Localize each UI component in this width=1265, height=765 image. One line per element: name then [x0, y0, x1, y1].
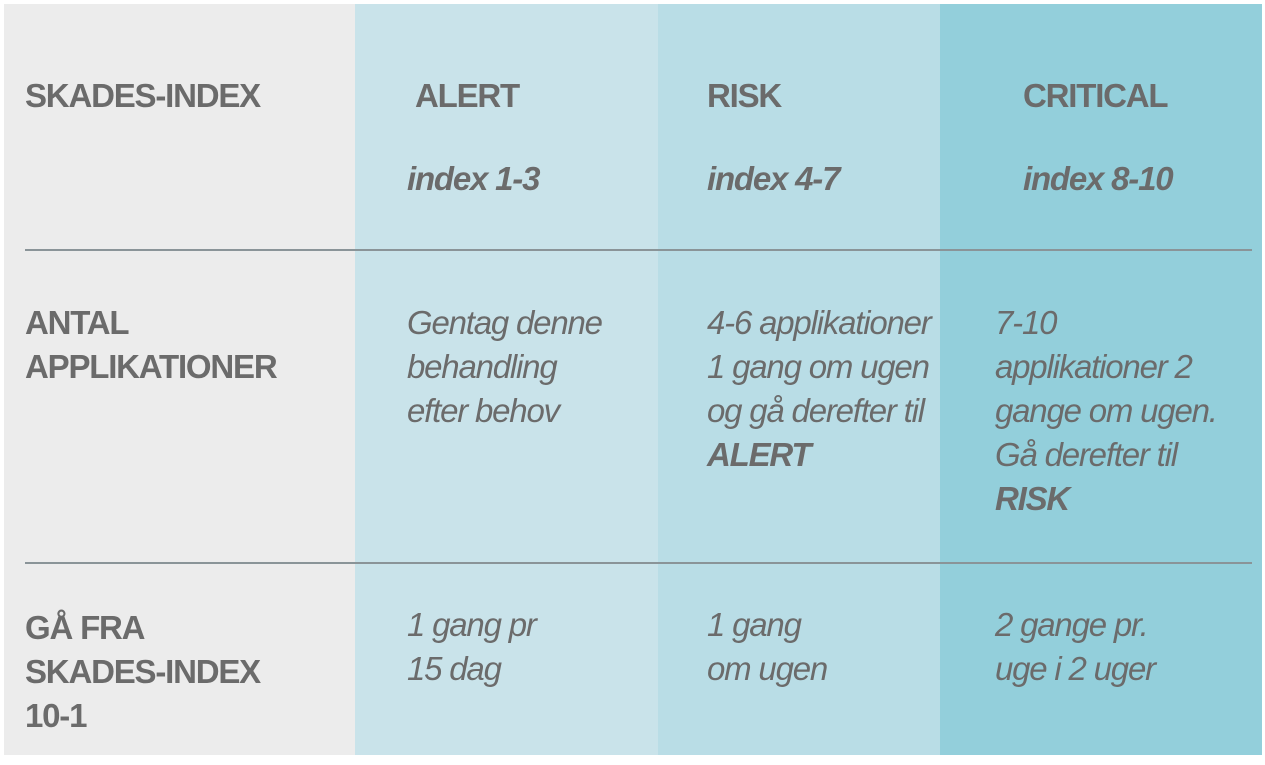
- row-divider: [25, 249, 1252, 251]
- label-column: [4, 4, 355, 755]
- cell-line: 1 gang pr: [407, 606, 537, 643]
- row-label-antal: ANTAL APPLIKATIONER: [25, 301, 278, 389]
- header-label: SKADES-INDEX: [25, 77, 261, 114]
- row-label-line: APPLIKATIONER: [25, 348, 278, 385]
- cell-line: 7-10: [995, 304, 1057, 341]
- cell-line: gange om ugen.: [995, 392, 1218, 429]
- risk-title: RISK: [707, 77, 782, 114]
- cell-gaa-fra-alert: 1 gang pr 15 dag: [407, 603, 537, 691]
- row-label-line: SKADES-INDEX: [25, 653, 261, 690]
- risk-column: [658, 4, 940, 755]
- cell-antal-risk: 4-6 applikationer 1 gang om ugen og gå d…: [707, 301, 932, 477]
- row-label-line: GÅ FRA: [25, 609, 145, 646]
- critical-column: [940, 4, 1262, 755]
- cell-line: efter behov: [407, 392, 560, 429]
- cell-line: uge i 2 uger: [995, 650, 1156, 687]
- cell-line: applikationer 2: [995, 348, 1193, 385]
- cell-gaa-fra-critical: 2 gange pr. uge i 2 uger: [995, 603, 1156, 691]
- cell-antal-alert: Gentag denne behandling efter behov: [407, 301, 603, 433]
- cell-gaa-fra-risk: 1 gang om ugen: [707, 603, 828, 691]
- cell-link-risk: RISK: [995, 480, 1070, 517]
- cell-line: 1 gang om ugen: [707, 348, 930, 385]
- critical-index: index 8-10: [1023, 160, 1174, 197]
- row-label-gaa-fra: GÅ FRA SKADES-INDEX 10-1: [25, 606, 261, 738]
- cell-line: 2 gange pr.: [995, 606, 1149, 643]
- cell-line: 1 gang: [707, 606, 802, 643]
- alert-index: index 1-3: [407, 160, 540, 197]
- cell-line: Gentag denne: [407, 304, 603, 341]
- critical-title: CRITICAL: [1023, 77, 1169, 114]
- cell-line: 4-6 applikationer: [707, 304, 932, 341]
- cell-line: behandling: [407, 348, 558, 385]
- row-label-line: 10-1: [25, 697, 87, 734]
- cell-line: Gå derefter til: [995, 436, 1178, 473]
- row-label-line: ANTAL: [25, 304, 130, 341]
- cell-line: 15 dag: [407, 650, 502, 687]
- cell-antal-critical: 7-10 applikationer 2 gange om ugen. Gå d…: [995, 301, 1218, 521]
- row-divider: [25, 562, 1252, 564]
- alert-title: ALERT: [415, 77, 520, 114]
- cell-line: og gå derefter til: [707, 392, 925, 429]
- alert-column: [355, 4, 658, 755]
- risk-index: index 4-7: [707, 160, 840, 197]
- cell-line: om ugen: [707, 650, 828, 687]
- cell-link-alert: ALERT: [707, 436, 812, 473]
